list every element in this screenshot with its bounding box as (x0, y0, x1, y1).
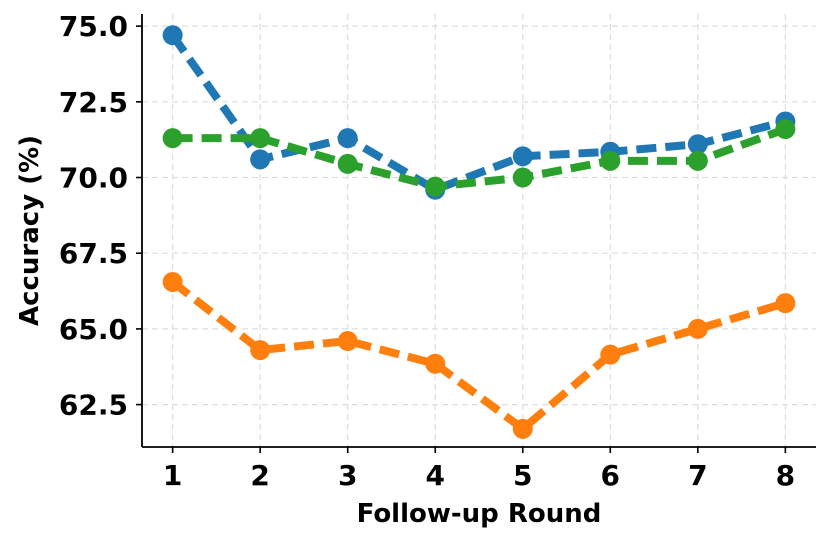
grid (142, 14, 816, 447)
x-tick-label: 7 (688, 459, 707, 492)
data-point (250, 128, 271, 149)
data-point (512, 146, 533, 167)
series-line (170, 278, 787, 433)
data-point (425, 176, 446, 197)
data-point (425, 353, 446, 374)
series-3 (162, 271, 796, 439)
series-2 (162, 119, 796, 197)
data-point (337, 331, 358, 352)
x-tick-label: 6 (601, 459, 620, 492)
series-layer (162, 25, 796, 439)
data-point (600, 150, 621, 171)
x-tick-label: 3 (338, 459, 357, 492)
data-point (512, 167, 533, 188)
y-tick-label: 72.5 (59, 86, 128, 119)
x-axis-label: Follow-up Round (357, 499, 602, 529)
data-point (687, 318, 708, 339)
series-line (169, 32, 787, 194)
axes (136, 14, 816, 453)
data-point (250, 340, 271, 361)
y-tick-label: 67.5 (59, 237, 128, 270)
x-tick-label: 1 (163, 459, 182, 492)
x-tick-label: 5 (513, 459, 532, 492)
x-tick-label: 4 (425, 459, 444, 492)
y-tick-label: 70.0 (59, 162, 128, 195)
data-point (687, 134, 708, 155)
data-point (775, 119, 796, 140)
data-point (337, 128, 358, 149)
data-point (162, 128, 183, 149)
x-tick-label: 8 (776, 459, 795, 492)
x-tick-label: 2 (250, 459, 269, 492)
y-axis-label: Accuracy (%) (15, 135, 45, 326)
tick-labels: 1 2 3 4 5 6 7 8 62.5 65.0 67.5 70.0 72.5 75.0 (59, 10, 795, 492)
data-point (250, 149, 271, 170)
series-line (172, 125, 787, 191)
data-point (512, 418, 533, 439)
y-tick-label: 75.0 (59, 10, 128, 43)
data-point (337, 153, 358, 174)
y-tick-label: 65.0 (59, 313, 128, 346)
data-point (162, 25, 183, 46)
data-point (600, 344, 621, 365)
data-point (687, 150, 708, 171)
series-1 (162, 25, 796, 200)
y-tick-label: 62.5 (59, 389, 128, 422)
data-point (775, 293, 796, 314)
data-point (162, 271, 183, 292)
